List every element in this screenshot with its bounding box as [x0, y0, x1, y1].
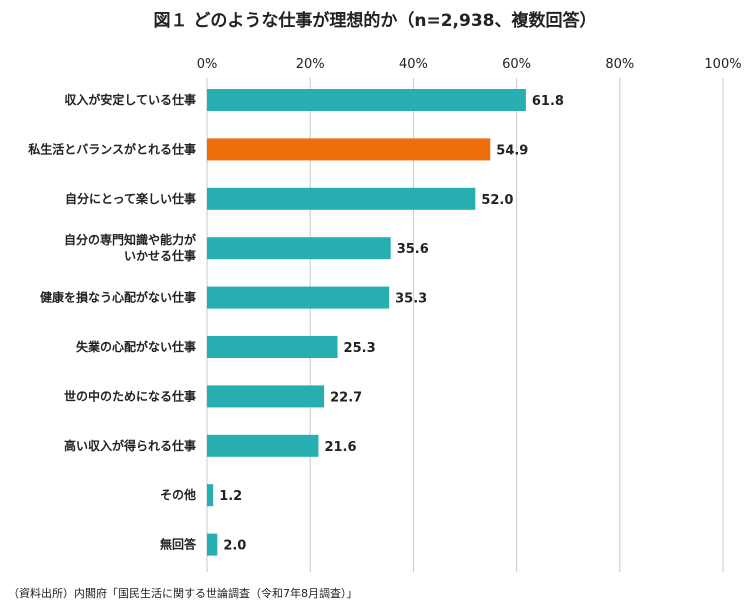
bar [207, 237, 391, 260]
value-label: 21.6 [324, 440, 356, 455]
category-label: 世の中のためになる仕事 [64, 388, 196, 403]
x-tick-label: 20% [296, 57, 325, 72]
bar [207, 385, 325, 408]
value-label: 22.7 [330, 390, 362, 405]
bar [207, 484, 214, 507]
value-labels: 61.8 54.9 52.0 35.6 35.3 25.3 22.7 21.6 1.2 2.0 [219, 94, 564, 554]
category-label: 自分にとって楽しい仕事 [65, 191, 196, 206]
bar [207, 336, 338, 358]
x-tick-label: 80% [605, 57, 634, 72]
bars [207, 89, 526, 556]
category-label: 自分の専門知識や能力がいかせる仕事 [64, 232, 196, 263]
x-axis-ticks: 0% 20% 40% 60% 80% 100% [197, 57, 742, 72]
bar [207, 89, 526, 111]
x-tick-label: 100% [704, 57, 741, 72]
source-note: （資料出所）内閣府「国民生活に関する世論調査（令和7年8月調査）」 [8, 587, 358, 600]
bar [207, 286, 390, 309]
value-label: 35.6 [397, 242, 429, 257]
value-label: 61.8 [532, 94, 564, 109]
x-tick-label: 0% [197, 57, 218, 72]
category-label: その他 [160, 487, 196, 502]
value-label: 52.0 [481, 193, 513, 208]
value-label: 25.3 [344, 341, 376, 356]
value-label: 35.3 [395, 292, 427, 307]
bar [207, 187, 476, 210]
bar [207, 533, 218, 556]
value-label: 54.9 [496, 143, 528, 158]
category-label: 無回答 [160, 537, 197, 552]
bar [207, 138, 491, 161]
x-tick-label: 60% [502, 57, 531, 72]
value-label: 1.2 [219, 489, 242, 504]
chart-title: 図１ どのような仕事が理想的か（n=2,938、複数回答） [153, 11, 597, 31]
category-label: 失業の心配がない仕事 [76, 339, 196, 354]
category-label: 高い収入が得られる仕事 [64, 438, 196, 453]
bar [207, 434, 319, 457]
category-labels: 収入が安定している仕事私生活とバランスがとれる仕事自分にとって楽しい仕事自分の専… [27, 92, 197, 552]
category-label: 収入が安定している仕事 [64, 92, 196, 107]
value-label: 2.0 [223, 539, 246, 554]
x-tick-label: 40% [399, 57, 428, 72]
category-label: 健康を損なう心配がない仕事 [40, 290, 196, 305]
category-label: 私生活とバランスがとれる仕事 [27, 141, 196, 156]
